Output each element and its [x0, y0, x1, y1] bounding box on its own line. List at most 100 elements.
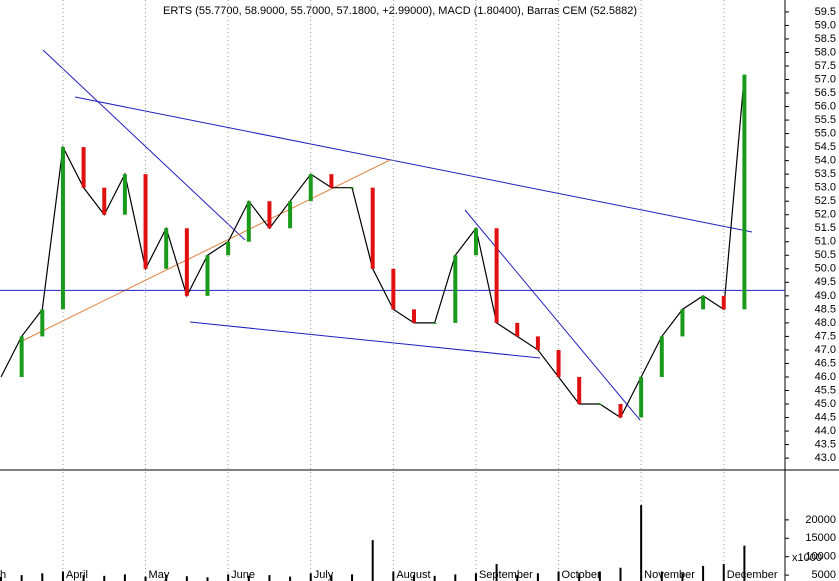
x-tick-label: April [66, 569, 88, 581]
y-tick-label: 49.0 [815, 290, 836, 302]
trendline [19, 159, 391, 343]
volume-bar [578, 573, 581, 581]
candle [597, 404, 602, 406]
volume-bar [103, 575, 106, 581]
candle [453, 255, 458, 323]
y-tick-label: 43.5 [815, 438, 836, 450]
volume-bar [289, 576, 292, 581]
volume-bar [454, 574, 457, 581]
y-tick-label: 45.0 [815, 398, 836, 410]
x-tick-label: October [562, 569, 601, 581]
volume-bar [371, 540, 374, 581]
volume-bar [702, 565, 705, 581]
y-tick-label: 55.5 [815, 114, 836, 126]
y-tick-label: 52.0 [815, 209, 836, 221]
y-tick-label: 15000 [805, 532, 836, 544]
y-tick-label: 48.0 [815, 317, 836, 329]
x-tick-label: July [314, 569, 334, 581]
y-tick-label: 50.5 [815, 249, 836, 261]
volume-bar [660, 571, 663, 581]
candle [81, 147, 86, 188]
y-tick-label: 56.0 [815, 100, 836, 112]
y-tick-label: 56.5 [815, 87, 836, 99]
candle [246, 201, 251, 242]
volume-bar [640, 505, 643, 581]
candle [432, 322, 437, 324]
y-tick-label: 43.0 [815, 452, 836, 464]
candle [473, 228, 478, 256]
y-tick-label: 59.0 [815, 19, 836, 31]
candle [412, 309, 416, 323]
volume-bar [247, 575, 250, 581]
volume-bar [41, 573, 44, 581]
y-tick-label: 50.0 [815, 263, 836, 275]
volume-bar [227, 574, 230, 581]
y-tick-label: 20000 [805, 514, 836, 526]
y-tick-label: 59.5 [815, 6, 836, 18]
candle [350, 187, 355, 189]
candle [329, 174, 334, 188]
volume-bar [433, 575, 436, 581]
y-tick-label: 49.5 [815, 276, 836, 288]
volume-bar [185, 576, 188, 581]
volume-bar [206, 577, 209, 581]
x-tick-label: August [396, 569, 430, 581]
candle [205, 255, 210, 296]
candle [742, 74, 747, 310]
candle [391, 268, 396, 310]
x-tick-label: September [479, 569, 533, 581]
volume-bar [165, 575, 168, 581]
volume-bar [413, 575, 415, 581]
y-tick-label: 45.5 [815, 384, 836, 396]
volume-bar [20, 575, 23, 581]
y-tick-label: 48.5 [815, 303, 836, 315]
volume-bar [82, 575, 85, 581]
volume-bar [392, 571, 395, 581]
y-tick-label: 47.0 [815, 344, 836, 356]
candle [639, 376, 644, 418]
candle [184, 228, 189, 296]
volume-bar [557, 571, 560, 581]
y-tick-label: 54.5 [815, 141, 836, 153]
candle [577, 376, 582, 405]
volume-bar [722, 564, 725, 581]
volume-bar [330, 575, 333, 581]
y-tick-label: 46.0 [815, 371, 836, 383]
volume-bar [495, 564, 498, 581]
y-tick-label: 51.0 [815, 236, 836, 248]
y-tick-label: 53.0 [815, 182, 836, 194]
candle [494, 228, 499, 323]
y-tick-label: 57.5 [815, 60, 836, 72]
volume-bar [598, 571, 601, 581]
y-tick-label: 58.0 [815, 46, 836, 58]
unit-label: x1000 [792, 552, 822, 564]
candle [515, 322, 520, 337]
candle [102, 187, 107, 215]
volume-bar [144, 576, 147, 581]
y-tick-label: 55.0 [815, 127, 836, 139]
candle [370, 187, 375, 269]
volume-bar [268, 575, 271, 581]
candle [122, 174, 127, 215]
x-tick-label: h [0, 569, 6, 581]
y-tick-label: 57.0 [815, 73, 836, 85]
volume-bar [123, 574, 126, 581]
candle [40, 309, 45, 337]
candle [267, 201, 272, 229]
volume-bar [351, 574, 354, 581]
volume-bar [681, 573, 684, 581]
x-tick-label: December [727, 569, 778, 581]
y-tick-label: 44.0 [815, 425, 836, 437]
y-tick-label: 53.5 [815, 168, 836, 180]
volume-bar [61, 571, 64, 581]
candle [164, 228, 169, 269]
trendlines [42, 49, 753, 421]
candle [143, 174, 148, 269]
candle [659, 336, 664, 377]
chart-title: ERTS (55.7700, 58.9000, 55.7000, 57.1800… [163, 5, 637, 17]
y-tick-label: 52.5 [815, 195, 836, 207]
y-tick-label: 47.5 [815, 330, 836, 342]
candle [535, 336, 540, 350]
candle [701, 295, 706, 310]
